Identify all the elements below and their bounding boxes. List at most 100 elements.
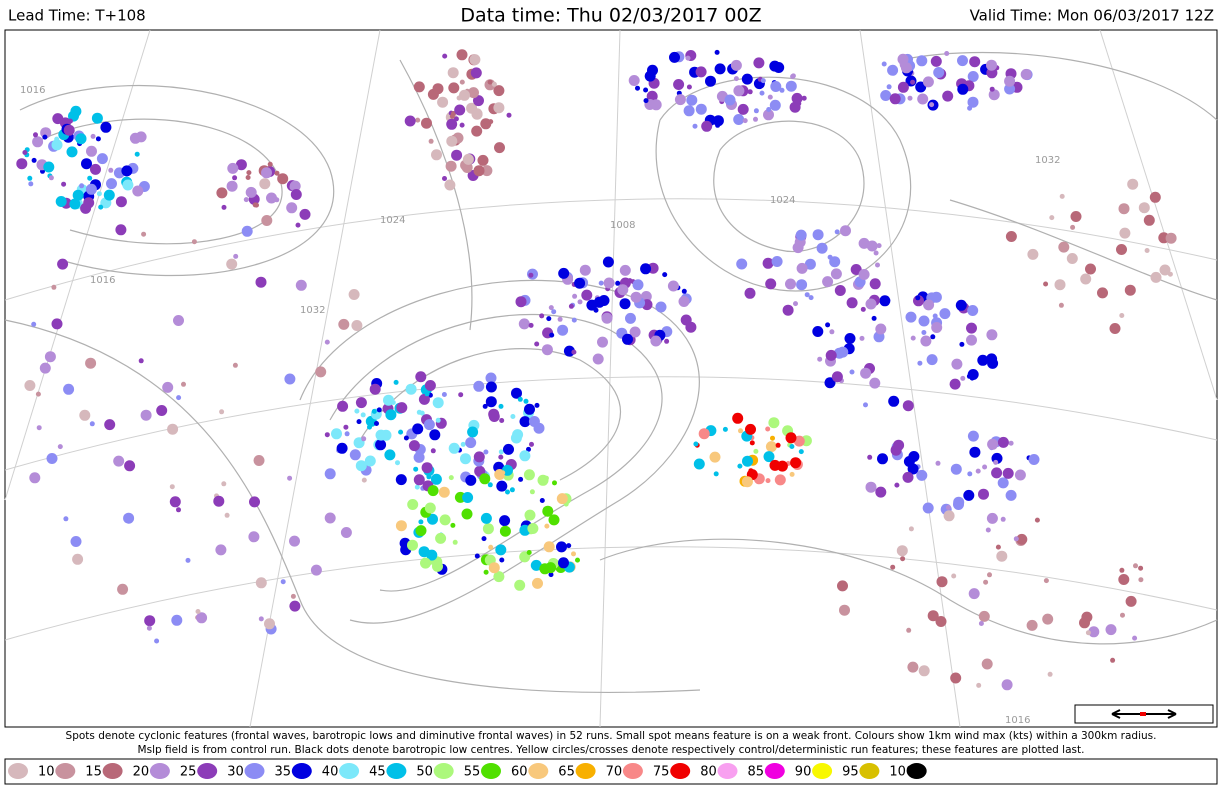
feature-spot [769,99,781,111]
feature-spot [935,460,941,466]
feature-spot [376,407,382,413]
feature-spot [1119,227,1131,239]
feature-spot [1014,469,1026,481]
feature-spot [650,99,662,111]
feature-spot [477,154,489,166]
feature-spot [741,476,753,488]
feature-spot [360,412,366,418]
feature-spot [935,616,947,627]
feature-spot [404,115,416,127]
feature-spot [769,60,781,72]
feature-spot [532,577,543,589]
feature-spot [902,471,914,483]
legend-label: 40 [322,765,339,780]
feature-spot [906,627,912,633]
feature-spot [943,510,955,522]
map-frame [4,29,1218,728]
legend-swatch [149,763,170,779]
feature-spot [566,543,572,549]
feature-spot [929,102,935,108]
feature-spot [983,579,989,585]
feature-spot [235,159,247,171]
feature-spot [701,120,713,132]
feature-spot [698,428,710,440]
feature-spot [571,551,576,557]
feature-spot [927,610,939,622]
feature-spot [384,449,396,461]
feature-spot [674,94,686,106]
legend-swatch [197,763,218,779]
feature-spot [28,181,34,187]
feature-spot [873,250,879,256]
feature-spot [839,604,850,616]
feature-spot [742,118,748,124]
feature-spot [461,508,473,520]
feature-spot [421,117,432,129]
feature-spot [837,580,848,592]
legend-swatch [528,763,549,779]
feature-spot [771,256,783,267]
feature-spot [138,358,144,364]
feature-spot [517,396,523,402]
legend-swatch [622,763,643,779]
feature-spot [951,358,963,370]
feature-spot [503,443,514,455]
feature-spot [635,85,640,91]
feature-spot [482,523,494,535]
feature-spot [732,412,744,424]
feature-spot [485,372,497,384]
feature-spot [981,658,993,670]
feature-spot [423,419,435,431]
feature-spot [558,557,569,569]
feature-spots [16,49,1177,691]
feature-spot [528,272,534,278]
feature-spot [712,115,724,127]
feature-spot [460,441,466,447]
feature-spot [113,455,125,467]
feature-spot [1144,248,1150,253]
feature-spot [673,79,685,90]
feature-spot [196,612,208,624]
feature-spot [738,428,743,434]
feature-spot [959,341,965,347]
feature-spot [1043,578,1049,584]
feature-spot [295,279,307,291]
feature-spot [39,362,51,374]
feature-spot [487,79,493,85]
feature-spot [481,536,487,542]
feature-spot [450,522,456,528]
feature-spot [459,122,465,128]
feature-spot [336,442,348,454]
legend-swatch [906,763,927,779]
feature-spot [259,178,271,190]
feature-spot [215,544,227,556]
contour-labels: 1016 1032 1024 1008 1016 1016 1032 1024 [20,85,1060,726]
feature-spot [95,136,101,142]
feature-spot [558,267,570,279]
feature-spot [249,496,260,508]
feature-spot [356,419,362,425]
feature-spot [29,472,41,484]
feature-spot [915,295,921,301]
feature-spot [375,439,387,451]
feature-spot [1058,302,1064,308]
legend-swatch [670,763,691,779]
feature-spot [169,496,181,508]
feature-spot [43,161,55,173]
feature-spot [753,57,765,69]
feature-spot [932,313,938,319]
feature-spot [1118,203,1130,215]
feature-spot [100,121,112,133]
feature-spot [921,330,927,335]
legend-label: 95 [842,765,859,780]
feature-spot [181,381,186,387]
feature-spot [446,118,458,130]
feature-spot [529,441,534,447]
legend-swatch [812,763,833,779]
feature-spot [967,71,979,82]
feature-spot [978,488,989,500]
feature-spot [967,305,979,316]
feature-spot [154,638,160,644]
feature-spot [232,175,238,181]
feature-spot [70,536,82,547]
